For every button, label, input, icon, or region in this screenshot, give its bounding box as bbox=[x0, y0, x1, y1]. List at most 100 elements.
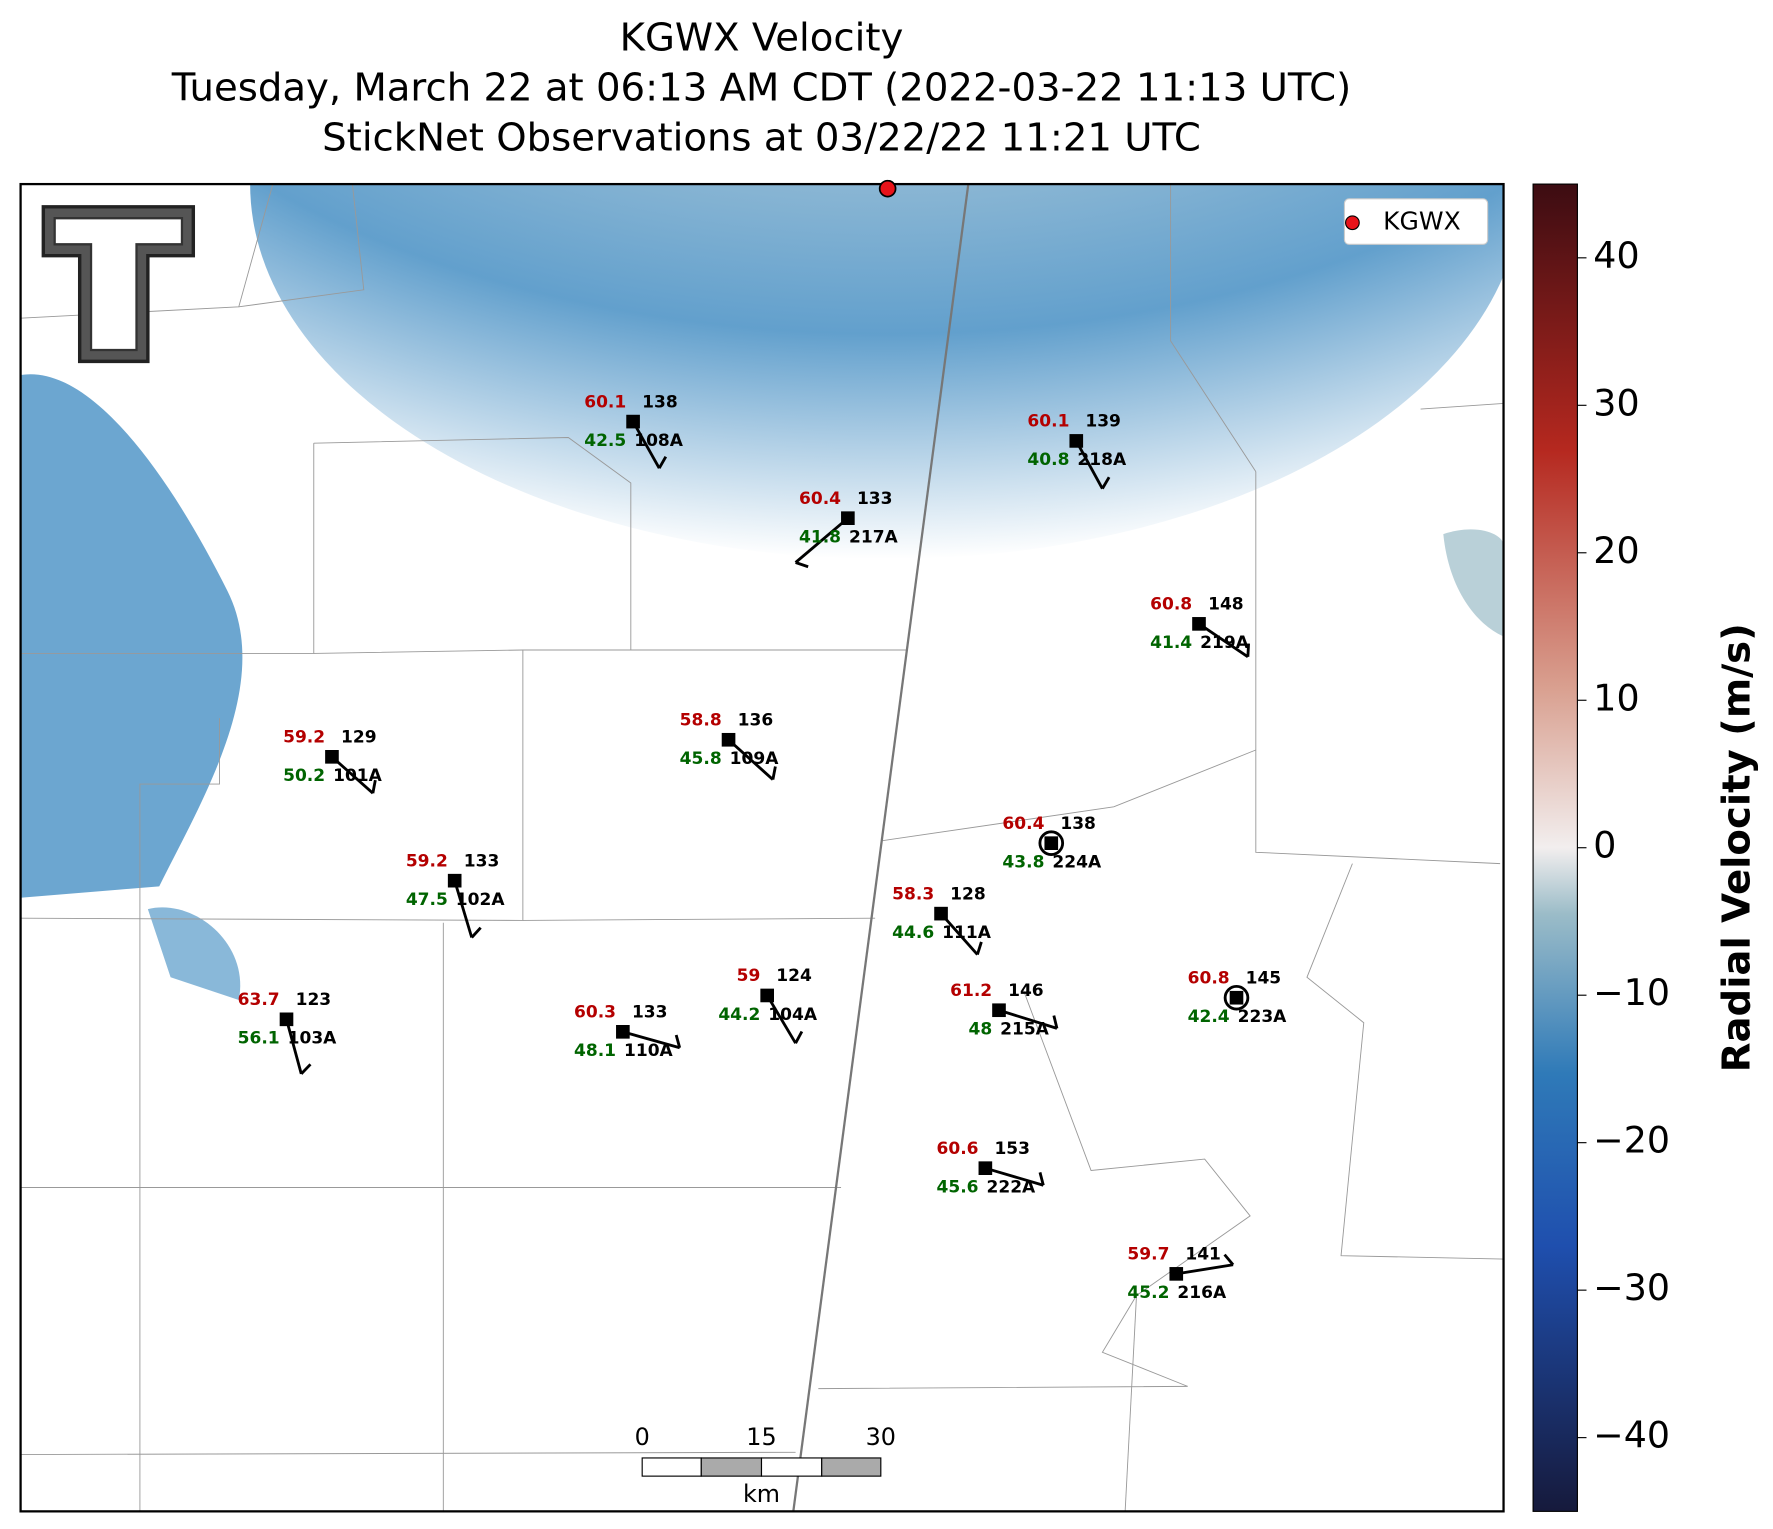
wind-barb-staff bbox=[1198, 622, 1249, 658]
wind-barb-staff bbox=[765, 994, 797, 1044]
station-temperature: 59.2 bbox=[406, 851, 448, 871]
station-temperature: 60.6 bbox=[937, 1139, 979, 1159]
wind-barb-staff bbox=[453, 880, 474, 938]
station-dewpoint: 45.8 bbox=[680, 749, 722, 769]
station: 60.8 148 41.4 219A bbox=[1150, 595, 1250, 658]
station-value: 133 bbox=[464, 851, 500, 871]
station-dewpoint: 50.2 bbox=[283, 766, 325, 786]
station-marker bbox=[978, 1161, 993, 1175]
wind-barb-staff bbox=[631, 420, 661, 469]
station-marker bbox=[841, 511, 855, 525]
wind-barb-staff bbox=[998, 1008, 1058, 1030]
colorbar-tick-label: 20 bbox=[1593, 529, 1639, 572]
station-dewpoint: 45.2 bbox=[1127, 1283, 1169, 1303]
station-dewpoint: 43.8 bbox=[1002, 853, 1044, 873]
wind-barb-flag bbox=[1052, 1015, 1059, 1029]
station-marker bbox=[1044, 836, 1059, 850]
station-value: 128 bbox=[950, 884, 986, 904]
station-value: 123 bbox=[296, 990, 332, 1010]
scale-segment bbox=[641, 1457, 702, 1477]
station-id: 108A bbox=[634, 431, 684, 451]
station-id: 223A bbox=[1238, 1007, 1288, 1027]
station-id: 224A bbox=[1052, 853, 1102, 873]
station-id: 216A bbox=[1177, 1283, 1227, 1303]
wind-barb-flag bbox=[371, 779, 377, 794]
calm-wind-circle bbox=[1038, 830, 1065, 856]
station-marker bbox=[626, 414, 640, 429]
scale-unit: km bbox=[743, 1480, 780, 1508]
wind-barb-flag bbox=[795, 561, 809, 569]
scale-segment bbox=[821, 1457, 882, 1477]
station-temperature: 60.1 bbox=[584, 392, 626, 412]
title-line: StickNet Observations at 03/22/22 11:21 … bbox=[322, 115, 1201, 160]
station-marker bbox=[1169, 1267, 1184, 1281]
station: 60.6 153 45.6 222A bbox=[937, 1139, 1045, 1198]
highway bbox=[792, 184, 970, 1512]
station: 60.3 133 48.1 110A bbox=[574, 1003, 682, 1061]
station-temperature: 61.2 bbox=[950, 981, 992, 1001]
map-frame bbox=[19, 182, 1505, 1513]
station-value: 133 bbox=[857, 489, 893, 509]
colorbar-tick-label: 10 bbox=[1593, 676, 1639, 719]
legend: KGWX bbox=[1343, 198, 1489, 245]
scale-segment bbox=[700, 1457, 763, 1477]
station-temperature: 63.7 bbox=[238, 990, 280, 1010]
station-value: 148 bbox=[1208, 595, 1244, 615]
colorbar-tick-label: 0 bbox=[1593, 824, 1616, 867]
radar-echo bbox=[20, 374, 243, 898]
colorbar-tick-label: −20 bbox=[1593, 1119, 1670, 1162]
colorbar bbox=[1532, 183, 1578, 1512]
station-id: 104A bbox=[768, 1005, 818, 1025]
station-dewpoint: 45.6 bbox=[937, 1178, 979, 1198]
wind-barb-staff bbox=[727, 738, 774, 781]
station-temperature: 60.3 bbox=[574, 1003, 616, 1023]
wind-barb-staff bbox=[285, 1018, 303, 1075]
station-value: 138 bbox=[1060, 814, 1096, 834]
county-lines bbox=[20, 184, 1504, 1512]
colorbar-tick-label: −40 bbox=[1593, 1414, 1670, 1457]
station: 60.4 138 43.8 224A bbox=[1002, 814, 1102, 873]
wind-barb-flag bbox=[976, 941, 983, 955]
station-dewpoint: 47.5 bbox=[406, 890, 448, 910]
station-marker bbox=[616, 1025, 630, 1039]
station-id: 109A bbox=[730, 749, 780, 769]
station-value: 133 bbox=[632, 1003, 668, 1023]
colorbar-tick-label: 40 bbox=[1593, 234, 1639, 277]
wind-barb-staff bbox=[1176, 1263, 1234, 1276]
station-dewpoint: 48 bbox=[968, 1020, 992, 1040]
colorbar-tick-label: −10 bbox=[1593, 971, 1670, 1014]
station-dewpoint: 44.6 bbox=[892, 923, 934, 943]
station-id: 215A bbox=[1000, 1020, 1050, 1040]
title-line: KGWX Velocity bbox=[620, 15, 904, 60]
station: 58.3 128 44.6 111A bbox=[892, 884, 992, 956]
station-marker bbox=[279, 1012, 294, 1027]
station-dewpoint: 42.5 bbox=[584, 431, 626, 451]
radar-echo bbox=[147, 907, 241, 1000]
wind-barb-flag bbox=[1038, 1172, 1045, 1186]
colorbar-tick-label: −30 bbox=[1593, 1266, 1670, 1309]
station-value: 146 bbox=[1008, 981, 1044, 1001]
calm-wind-circle bbox=[1223, 984, 1250, 1011]
station-dewpoint: 41.4 bbox=[1150, 633, 1192, 653]
station-temperature: 60.8 bbox=[1150, 595, 1192, 615]
station-value: 124 bbox=[776, 966, 812, 986]
station-temperature: 60.4 bbox=[1002, 814, 1044, 834]
station-value: 153 bbox=[994, 1139, 1030, 1159]
scale-tick-label: 15 bbox=[746, 1423, 776, 1451]
wind-barb-flag bbox=[794, 1030, 804, 1044]
logo bbox=[41, 205, 196, 364]
scalebar: km bbox=[641, 1457, 882, 1508]
station-marker bbox=[992, 1003, 1006, 1018]
station-value: 138 bbox=[642, 392, 678, 412]
station-value: 129 bbox=[341, 728, 377, 748]
station-temperature: 58.8 bbox=[680, 710, 722, 730]
station: 59.7 141 45.2 216A bbox=[1127, 1245, 1235, 1303]
map-area bbox=[20, 184, 1504, 1512]
station-temperature: 60.4 bbox=[799, 489, 841, 509]
station: 59 124 44.2 104A bbox=[718, 966, 818, 1044]
station-value: 136 bbox=[738, 710, 774, 730]
station-value: 139 bbox=[1085, 412, 1121, 432]
wind-barb-staff bbox=[622, 1030, 681, 1050]
station-dewpoint: 44.2 bbox=[718, 1005, 760, 1025]
